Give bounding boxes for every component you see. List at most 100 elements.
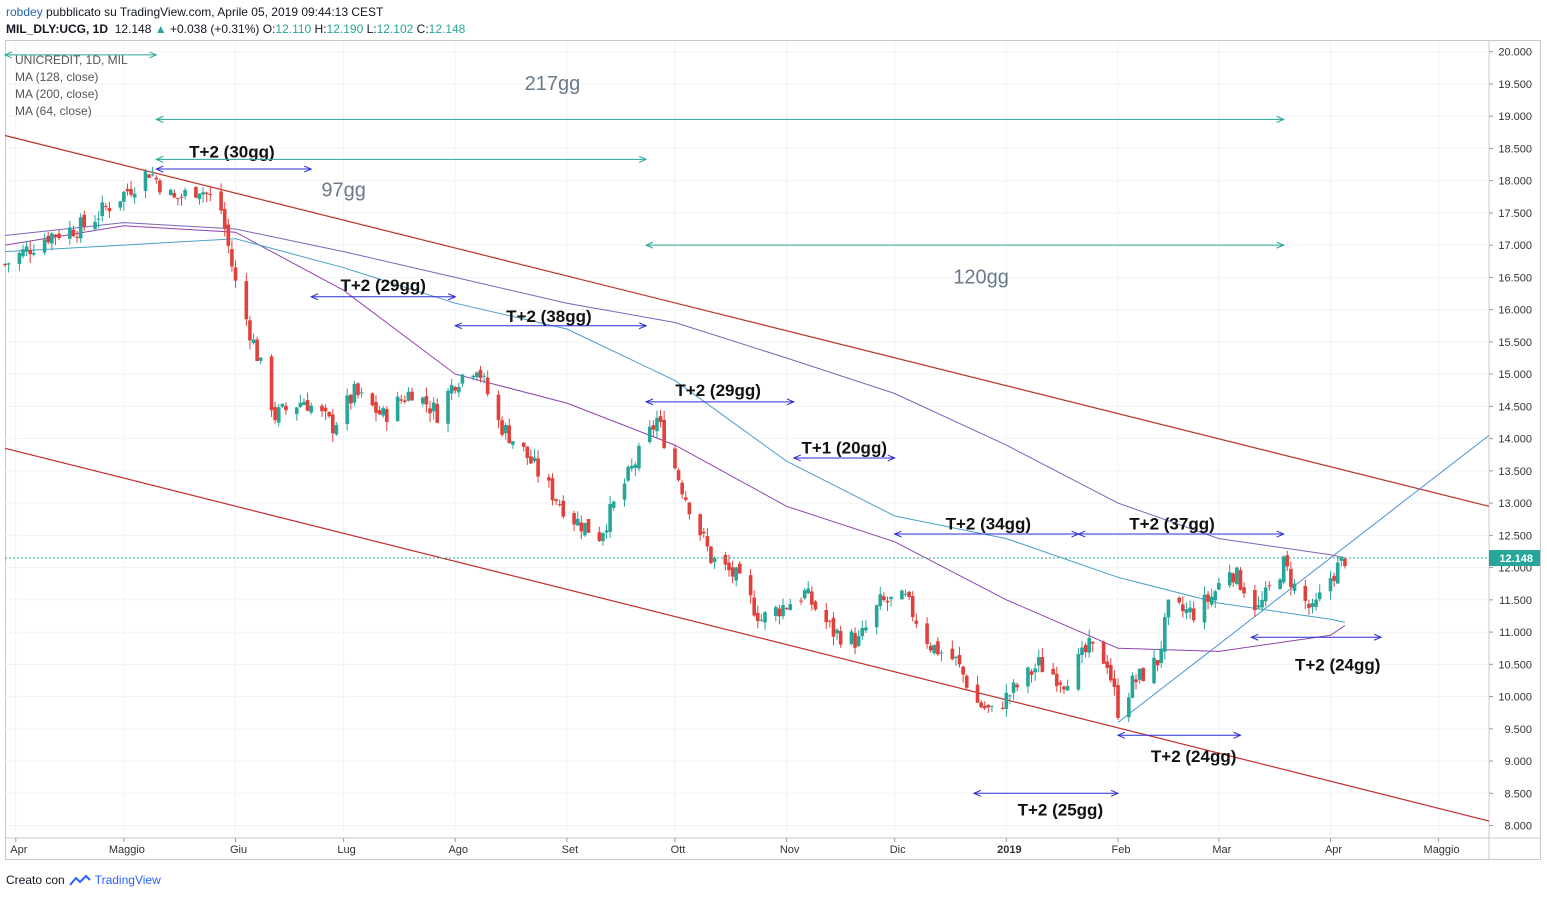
candle-down <box>500 420 504 435</box>
candle-down <box>305 400 310 411</box>
candle-up <box>601 533 605 542</box>
candle-down <box>885 600 890 603</box>
candle-up <box>633 464 638 468</box>
candle-up <box>802 590 807 599</box>
time-tick-label: Maggio <box>1424 844 1460 856</box>
candle-down <box>1116 685 1120 718</box>
candle-up <box>298 402 303 408</box>
candle-up <box>1159 648 1164 663</box>
candle-down <box>1253 590 1257 611</box>
price-tick-label: 11.500 <box>1499 595 1532 607</box>
candle-down <box>709 546 713 564</box>
candle-up <box>449 385 454 394</box>
time-tick-label: Ott <box>671 844 686 856</box>
candle-down <box>356 383 360 396</box>
candle-up <box>482 375 486 377</box>
candle-up <box>856 636 861 646</box>
candle-down <box>435 403 440 423</box>
candle-down <box>730 567 735 577</box>
candle-down <box>810 591 814 605</box>
price-tick-label: 16.500 <box>1498 272 1532 284</box>
candle-down <box>377 410 382 415</box>
candle-up <box>1328 578 1333 592</box>
price-tick-label: 19.000 <box>1498 111 1532 123</box>
price-tick-label: 14.500 <box>1498 401 1532 413</box>
candle-down <box>683 497 688 500</box>
candle-down <box>399 399 404 401</box>
price-change: +0.038 (+0.31%) <box>169 22 260 36</box>
annotation-label: T+2 (29gg) <box>675 381 761 400</box>
candle-up <box>446 390 450 424</box>
candle-up <box>781 605 785 617</box>
candle-up <box>1026 667 1030 687</box>
candle-down <box>727 562 731 571</box>
candle-down <box>950 648 955 660</box>
candle-up <box>1036 657 1041 666</box>
candle-down <box>547 477 551 481</box>
candle-up <box>1209 596 1214 605</box>
candle-down <box>53 234 58 237</box>
candle-up <box>637 445 641 469</box>
candle-up <box>788 604 793 611</box>
candle-down <box>269 356 274 411</box>
candle-up <box>900 590 904 600</box>
candle-down <box>1289 568 1293 588</box>
candle-up <box>1256 605 1261 608</box>
annotation-label: T+2 (24gg) <box>1295 655 1381 674</box>
candle-down <box>453 387 458 391</box>
candle-down <box>222 208 227 229</box>
tradingview-link[interactable]: TradingView <box>94 873 161 887</box>
time-axis: Apr Maggio Giu Lug Ago Set Ott Nov Dic 2019 Feb Mar… <box>10 838 1460 856</box>
price-axis: 20.000 19.500 19.000 18.500 18.000 17.500 17.0… <box>1489 47 1532 833</box>
candle-up <box>118 201 123 208</box>
candle-up <box>604 530 609 533</box>
symbol-label: MIL_DLY:UCG, 1D <box>6 22 109 36</box>
candle-down <box>1015 684 1019 688</box>
legend-ma-64[interactable]: MA (64, close) <box>15 104 92 118</box>
candle-up <box>1087 638 1091 653</box>
candle-up <box>1281 556 1286 583</box>
candle-down <box>348 394 353 404</box>
candle-down <box>838 631 843 645</box>
candle-down <box>1181 604 1185 612</box>
author-name[interactable]: robdey <box>6 5 43 19</box>
close-label: C: <box>416 22 429 36</box>
price-tick-label: 9.500 <box>1504 724 1532 736</box>
candle-up <box>734 567 738 581</box>
candle-down <box>194 187 198 198</box>
candle-down <box>521 442 526 447</box>
candles <box>3 166 1347 723</box>
candle-down <box>1134 679 1138 683</box>
candle-down <box>979 702 983 708</box>
candle-down <box>907 591 911 597</box>
candle-down <box>1191 608 1196 621</box>
legend-ma-200[interactable]: MA (200, close) <box>15 87 99 101</box>
candle-down <box>219 191 223 211</box>
candle-down <box>586 519 591 533</box>
annotation-label: 217gg <box>525 73 581 95</box>
annotation-label: T+2 (38gg) <box>506 307 592 326</box>
candle-down <box>831 617 836 637</box>
candle-down <box>1307 603 1311 608</box>
candle-up <box>1263 587 1268 602</box>
candle-down <box>561 500 566 517</box>
candle-down <box>125 188 130 192</box>
candle-down <box>248 320 252 341</box>
candle-up <box>1317 592 1322 600</box>
annotation-label: T+2 (29gg) <box>340 276 426 295</box>
candle-down <box>748 575 753 596</box>
candle-down <box>1000 707 1005 709</box>
candle-up <box>889 596 893 600</box>
price-tick-label: 12.500 <box>1498 530 1532 542</box>
candle-down <box>75 236 79 238</box>
candle-up <box>860 627 865 637</box>
price-tick-label: 16.000 <box>1498 305 1532 317</box>
candle-down <box>910 596 915 618</box>
candle-down <box>550 478 555 501</box>
candle-down <box>107 207 112 212</box>
close-value: 12.148 <box>428 22 466 36</box>
candle-up <box>1202 594 1207 623</box>
time-tick-label: Giu <box>230 844 247 856</box>
legend-ma-128[interactable]: MA (128, close) <box>15 70 99 84</box>
